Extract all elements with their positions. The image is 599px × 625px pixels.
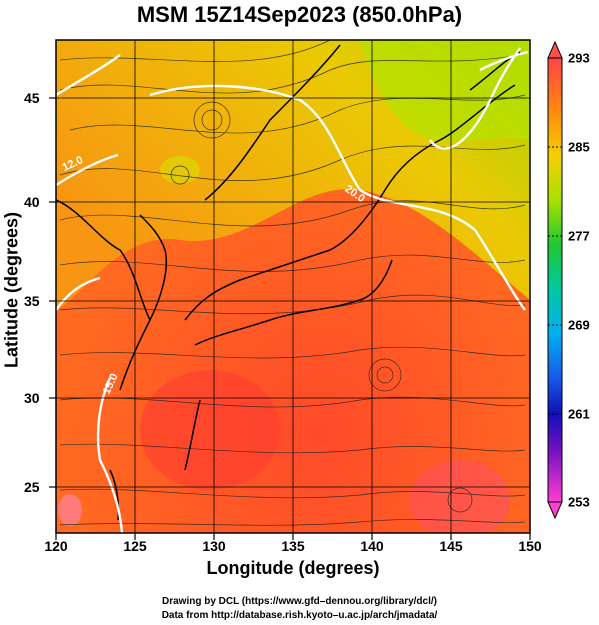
- y-tick-label: 25: [24, 479, 40, 495]
- y-tick-label: 35: [24, 293, 40, 309]
- x-tick-label: 135: [281, 538, 305, 554]
- colorbar-tick-label: 285: [568, 139, 590, 155]
- colorbar-tick-label: 269: [568, 317, 590, 333]
- y-tick-label: 40: [24, 194, 40, 210]
- colorbar-tick-label: 253: [568, 494, 590, 510]
- y-tick-label: 30: [24, 390, 40, 406]
- chart-title: MSM 15Z14Sep2023 (850.0hPa): [136, 2, 463, 27]
- y-axis-label: Latitude (degrees): [1, 211, 22, 369]
- x-tick-label: 150: [518, 538, 542, 554]
- x-tick-label: 130: [202, 538, 226, 554]
- colorbar-tick-label: 261: [568, 406, 590, 422]
- x-axis-label: Longitude (degrees): [206, 558, 380, 578]
- credit-data: Data from http://database.rish.kyoto–u.a…: [161, 610, 438, 621]
- y-tick-label: 45: [24, 90, 40, 106]
- credit-drawing: Drawing by DCL (https://www.gfd–dennou.o…: [161, 596, 437, 607]
- x-tick-label: 120: [44, 538, 68, 554]
- x-tick-label: 140: [360, 538, 384, 554]
- colorbar-tick-label: 293: [568, 50, 590, 66]
- x-tick-label: 125: [123, 538, 147, 554]
- colorbar: [547, 40, 563, 520]
- colorbar-tick-label: 277: [568, 228, 590, 244]
- x-tick-label: 145: [439, 538, 463, 554]
